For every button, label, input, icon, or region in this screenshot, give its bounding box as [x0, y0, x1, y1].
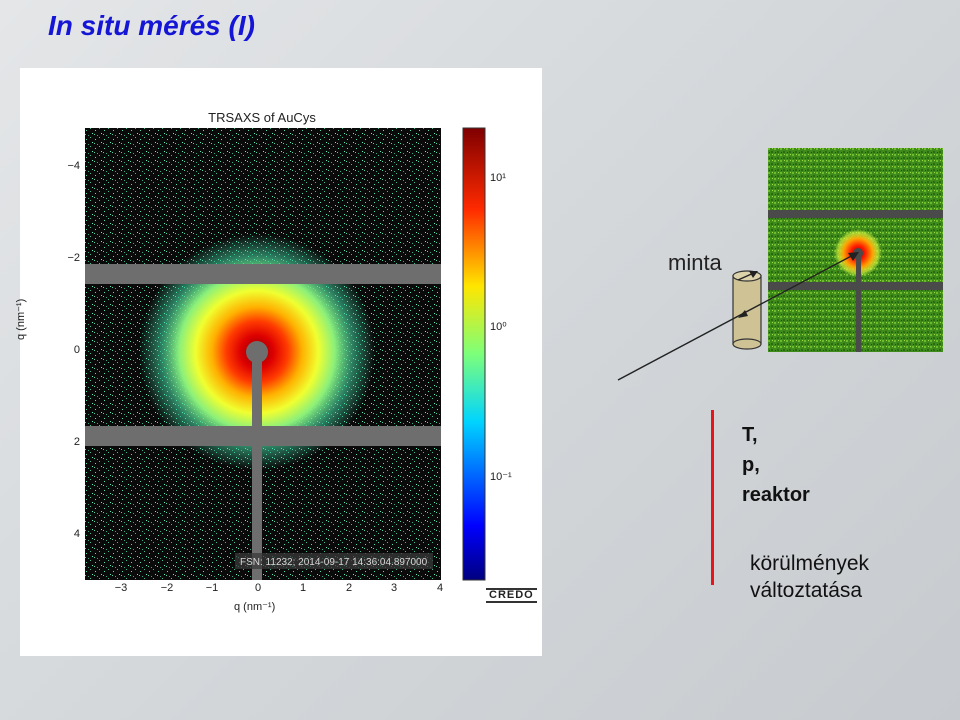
colorbar-tick: 10¹ — [490, 172, 506, 184]
inset-scattering-image — [768, 148, 943, 352]
y-tick: 0 — [73, 344, 80, 356]
x-tick: −3 — [114, 582, 128, 594]
x-tick: 3 — [390, 582, 398, 594]
x-tick: −1 — [205, 582, 219, 594]
x-tick: 0 — [254, 582, 262, 594]
condition-temperature: T, — [742, 424, 758, 446]
colorbar-tick: 10⁰ — [490, 321, 507, 333]
sample-label: minta — [668, 250, 722, 275]
scattering-heatmap: FSN: 11232; 2014-09-17 14:36:04.897000 — [85, 128, 441, 580]
x-tick: 1 — [299, 582, 307, 594]
credo-logo: CREDO — [486, 588, 537, 603]
conditions-change: körülmények változtatása — [750, 550, 869, 604]
condition-reactor: reaktor — [742, 484, 810, 506]
x-tick: 2 — [345, 582, 353, 594]
plot-title: TRSAXS of AuCys — [208, 110, 316, 125]
condition-pressure: p, — [742, 454, 760, 476]
x-axis-label: q (nm⁻¹) — [234, 601, 276, 613]
slide-title: In situ mérés (I) — [48, 10, 255, 41]
change-line-2: változtatása — [750, 579, 863, 602]
y-tick: 4 — [73, 528, 80, 540]
y-tick: −2 — [67, 252, 80, 264]
colorbar-tick: 10⁻¹ — [490, 471, 512, 483]
colorbar — [462, 127, 486, 581]
y-tick: 2 — [73, 436, 80, 448]
x-tick: 4 — [436, 582, 444, 594]
beam-arrow — [617, 252, 858, 381]
frame-annotation: FSN: 11232; 2014-09-17 14:36:04.897000 — [240, 557, 428, 568]
change-line-1: körülmények — [750, 552, 870, 575]
x-tick: −2 — [160, 582, 174, 594]
sample-tube — [732, 270, 762, 350]
accent-bar — [711, 410, 714, 585]
conditions-list: T, p, reaktor — [742, 420, 810, 510]
saxs-figure: TRSAXS of AuCys — [15, 68, 542, 656]
y-tick: −4 — [67, 160, 80, 172]
